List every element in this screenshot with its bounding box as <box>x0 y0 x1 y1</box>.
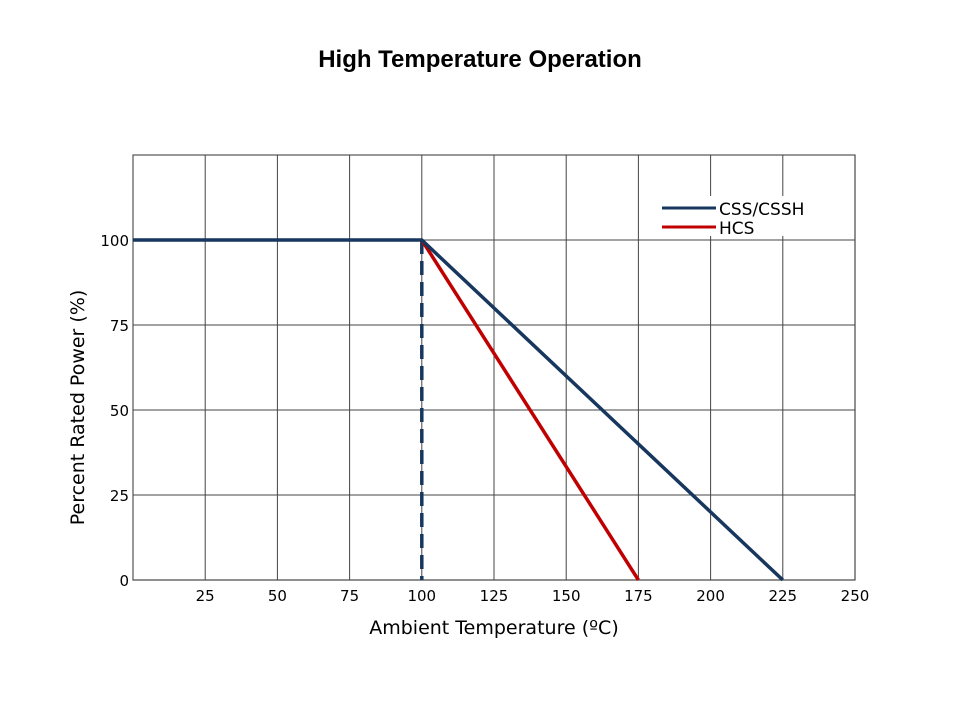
x-tick-label: 150 <box>552 587 581 605</box>
x-axis-label: Ambient Temperature (ºC) <box>369 617 619 639</box>
x-tick-label: 75 <box>340 587 359 605</box>
y-tick-label: 25 <box>110 487 129 505</box>
x-tick-label: 25 <box>196 587 215 605</box>
x-tick-label: 50 <box>268 587 287 605</box>
x-tick-label: 100 <box>407 587 436 605</box>
x-tick-label: 125 <box>480 587 509 605</box>
series-line-hcs <box>420 239 640 581</box>
y-tick-label: 100 <box>100 232 129 250</box>
y-tick-label: 0 <box>119 572 129 590</box>
chart-title: High Temperature Operation <box>318 46 642 73</box>
x-tick-label: 200 <box>696 587 725 605</box>
x-tick-label: 175 <box>624 587 653 605</box>
legend-label: CSS/CSSH <box>719 200 804 220</box>
y-tick-label: 75 <box>110 317 129 335</box>
legend-background <box>655 196 811 236</box>
legend-label: HCS <box>719 219 754 239</box>
x-tick-label: 250 <box>841 587 870 605</box>
y-axis-label: Percent Rated Power (%) <box>67 290 89 526</box>
x-tick-label: 225 <box>768 587 797 605</box>
series-line-css-cssh <box>133 238 784 582</box>
y-tick-label: 50 <box>110 402 129 420</box>
